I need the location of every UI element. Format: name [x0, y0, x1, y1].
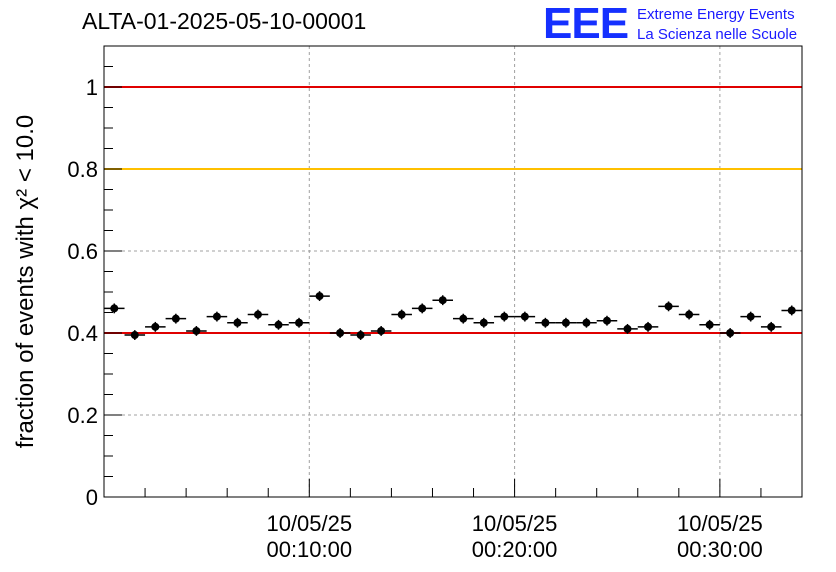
data-point	[760, 321, 782, 332]
data-marker	[377, 326, 386, 335]
y-axis-label: fraction of events with χ² < 10.0	[12, 115, 39, 448]
data-point	[124, 330, 146, 340]
data-point	[453, 313, 474, 324]
data-point	[740, 311, 761, 322]
data-point	[411, 303, 433, 314]
data-point	[432, 295, 453, 306]
data-marker	[397, 310, 406, 319]
data-marker	[520, 312, 529, 321]
data-marker	[171, 314, 180, 323]
data-point	[206, 311, 228, 322]
y-tick-label: 0.2	[67, 403, 98, 428]
data-point	[165, 313, 187, 324]
reference-lines	[104, 86, 802, 334]
tick-labels: 00.20.40.60.8110/05/2500:10:0010/05/2500…	[67, 75, 762, 562]
data-point	[719, 328, 741, 338]
data-marker	[623, 324, 632, 333]
eee-logo: EEE Extreme Energy Events La Scienza nel…	[543, 2, 833, 46]
data-point	[678, 309, 700, 320]
data-point	[576, 317, 597, 328]
data-point	[329, 328, 351, 338]
data-marker	[130, 331, 139, 340]
chart-title: ALTA-01-2025-05-10-00001	[82, 8, 367, 34]
plot-frame	[103, 45, 803, 498]
data-marker	[295, 318, 304, 327]
data-point	[227, 317, 248, 328]
data-marker	[767, 322, 776, 331]
data-marker	[253, 310, 262, 319]
x-tick-time: 00:10:00	[266, 537, 352, 562]
data-point	[247, 309, 269, 320]
data-marker	[479, 318, 488, 327]
data-marker	[541, 318, 550, 327]
data-point	[473, 317, 495, 328]
data-marker	[315, 292, 324, 301]
data-marker	[746, 312, 755, 321]
data-point	[370, 326, 392, 336]
grid-lines	[104, 46, 802, 497]
y-tick-label: 0.4	[67, 321, 98, 346]
data-points	[104, 291, 802, 340]
data-marker	[726, 329, 735, 337]
data-marker	[212, 312, 221, 321]
data-point	[186, 326, 207, 336]
data-point	[658, 301, 679, 312]
data-point	[637, 321, 659, 332]
data-marker	[110, 304, 119, 313]
logo-letters: EEE	[543, 0, 629, 48]
data-point	[391, 309, 412, 320]
data-marker	[602, 316, 611, 325]
data-point	[699, 319, 720, 330]
data-point	[535, 317, 556, 328]
data-marker	[274, 320, 283, 329]
axis-ticks	[104, 66, 762, 498]
x-tick-time: 00:30:00	[677, 537, 763, 562]
data-point	[596, 315, 618, 326]
data-marker	[356, 331, 365, 340]
data-point	[350, 330, 371, 340]
x-tick-date: 10/05/25	[677, 511, 763, 536]
y-tick-label: 0	[86, 485, 98, 510]
y-tick-label: 0.6	[67, 239, 98, 264]
data-marker	[787, 306, 796, 315]
data-marker	[664, 302, 673, 311]
data-point	[514, 311, 536, 322]
data-point	[617, 323, 638, 334]
data-marker	[459, 314, 468, 323]
data-marker	[705, 320, 714, 329]
logo-line-1: Extreme Energy Events	[637, 6, 795, 23]
data-marker	[561, 318, 570, 327]
data-marker	[233, 318, 242, 327]
data-point	[494, 311, 515, 322]
data-marker	[438, 296, 447, 305]
data-point	[104, 303, 125, 314]
data-marker	[192, 326, 201, 335]
data-point	[145, 321, 166, 332]
data-marker	[685, 310, 694, 319]
data-point	[555, 317, 577, 328]
data-point	[268, 319, 289, 330]
data-point	[309, 291, 330, 302]
x-tick-time: 00:20:00	[472, 537, 558, 562]
logo-line-2: La Scienza nelle Scuole	[637, 26, 798, 43]
data-marker	[151, 322, 160, 331]
x-tick-date: 10/05/25	[266, 511, 352, 536]
data-marker	[418, 304, 427, 313]
data-point	[288, 317, 310, 328]
data-marker	[336, 329, 345, 337]
y-tick-label: 1	[86, 75, 98, 100]
data-marker	[582, 318, 591, 327]
data-marker	[644, 322, 653, 331]
data-marker	[500, 312, 509, 321]
data-point	[781, 305, 802, 316]
x-tick-date: 10/05/25	[472, 511, 558, 536]
y-tick-label: 0.8	[67, 157, 98, 182]
